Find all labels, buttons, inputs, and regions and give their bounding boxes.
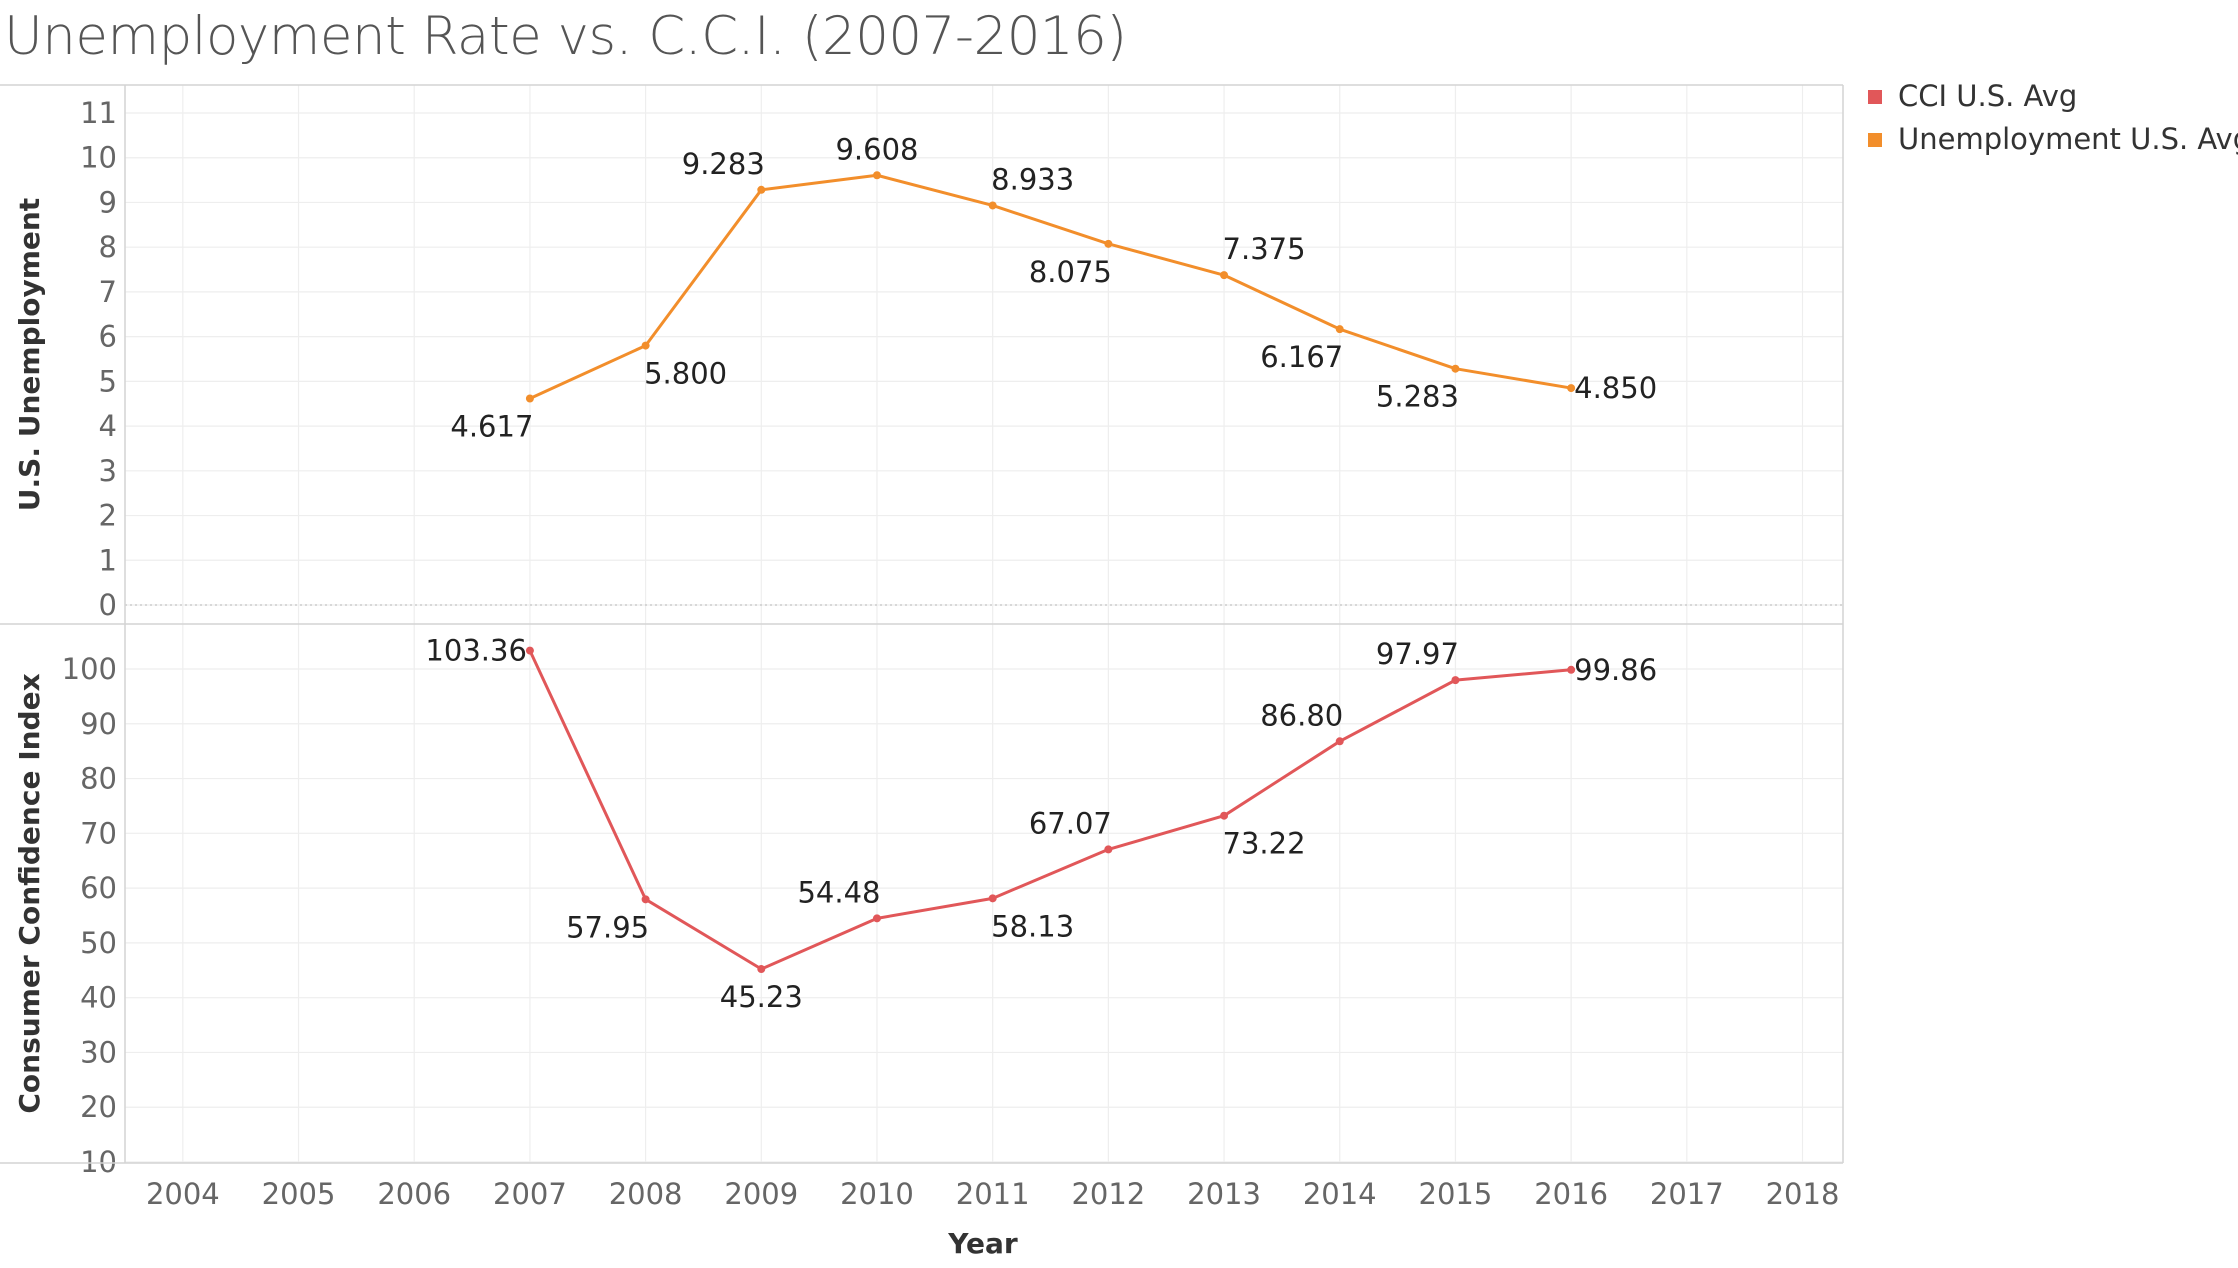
x-tick-label: 2016	[1534, 1177, 1608, 1211]
data-label: 4.617	[450, 409, 533, 443]
data-label: 9.608	[835, 132, 918, 166]
y-tick-label: 30	[80, 1035, 117, 1069]
x-tick-label: 2012	[1071, 1177, 1145, 1211]
data-point[interactable]	[757, 185, 766, 194]
data-label: 99.86	[1574, 653, 1657, 687]
y-axis-title: U.S. Unemployment	[13, 198, 46, 511]
data-point[interactable]	[1451, 364, 1460, 373]
data-label: 7.375	[1223, 232, 1306, 266]
legend-label[interactable]: Unemployment U.S. Avg	[1898, 122, 2238, 156]
legend-swatch	[1868, 133, 1882, 147]
y-tick-label: 6	[99, 320, 117, 354]
data-label: 4.850	[1574, 371, 1657, 405]
data-point[interactable]	[988, 201, 997, 210]
data-label: 86.80	[1260, 698, 1343, 732]
x-tick-label: 2018	[1766, 1177, 1840, 1211]
x-tick-label: 2008	[609, 1177, 683, 1211]
data-point[interactable]	[872, 914, 881, 923]
data-label: 57.95	[566, 910, 649, 944]
data-point[interactable]	[872, 171, 881, 180]
y-tick-label: 100	[62, 652, 117, 686]
series-line	[528, 649, 1572, 971]
x-tick-label: 2017	[1650, 1177, 1724, 1211]
data-label: 97.97	[1376, 637, 1459, 671]
y-tick-label: 60	[80, 871, 117, 905]
data-point[interactable]	[757, 965, 766, 974]
x-tick-label: 2004	[146, 1177, 220, 1211]
y-tick-label: 8	[99, 230, 117, 264]
data-label: 8.933	[991, 162, 1074, 196]
y-tick-label: 10	[80, 141, 117, 175]
x-tick-label: 2009	[724, 1177, 798, 1211]
y-tick-label: 70	[80, 816, 117, 850]
y-tick-label: 40	[80, 981, 117, 1015]
data-label: 73.22	[1223, 827, 1306, 861]
x-tick-label: 2014	[1303, 1177, 1377, 1211]
data-point[interactable]	[641, 895, 650, 904]
data-point[interactable]	[1567, 384, 1576, 393]
y-tick-label: 2	[99, 499, 117, 533]
x-tick-label: 2011	[956, 1177, 1030, 1211]
legend-swatch	[1868, 90, 1882, 104]
data-label: 67.07	[1029, 806, 1112, 840]
data-point[interactable]	[1335, 325, 1344, 334]
data-label: 8.075	[1029, 255, 1112, 289]
y-tick-label: 11	[80, 96, 117, 130]
data-point[interactable]	[1220, 811, 1229, 820]
data-point[interactable]	[641, 341, 650, 350]
data-point[interactable]	[1567, 665, 1576, 674]
y-tick-label: 10	[80, 1145, 117, 1179]
chart-title: Unemployment Rate vs. C.C.I. (2007-2016)	[4, 6, 1127, 67]
y-tick-label: 4	[99, 409, 117, 443]
x-tick-label: 2005	[262, 1177, 336, 1211]
y-tick-label: 3	[99, 454, 117, 488]
x-tick-label: 2015	[1419, 1177, 1493, 1211]
x-tick-label: 2010	[840, 1177, 914, 1211]
data-point[interactable]	[988, 894, 997, 903]
y-tick-label: 5	[99, 364, 117, 398]
series-line	[529, 173, 1572, 400]
x-tick-label: 2006	[377, 1177, 451, 1211]
y-tick-label: 80	[80, 762, 117, 796]
data-point[interactable]	[1104, 239, 1113, 248]
y-tick-label: 50	[80, 926, 117, 960]
y-tick-label: 0	[99, 588, 117, 622]
data-label: 54.48	[797, 875, 880, 909]
data-label: 45.23	[720, 980, 803, 1014]
data-label: 9.283	[682, 147, 765, 181]
data-point[interactable]	[1104, 845, 1113, 854]
y-tick-label: 20	[80, 1090, 117, 1124]
data-label: 6.167	[1260, 340, 1343, 374]
data-point[interactable]	[1335, 737, 1344, 746]
data-point[interactable]	[1451, 676, 1460, 685]
data-label: 103.36	[425, 634, 526, 668]
y-axis-title: Consumer Confidence Index	[13, 673, 46, 1113]
y-tick-label: 7	[99, 275, 117, 309]
x-axis-title: Year	[947, 1227, 1018, 1260]
x-tick-label: 2007	[493, 1177, 567, 1211]
x-tick-label: 2013	[1187, 1177, 1261, 1211]
legend-label[interactable]: CCI U.S. Avg	[1898, 79, 2077, 113]
y-tick-label: 9	[99, 185, 117, 219]
y-tick-label: 90	[80, 707, 117, 741]
data-point[interactable]	[525, 394, 534, 403]
data-point[interactable]	[1220, 271, 1229, 280]
data-point[interactable]	[525, 646, 534, 655]
data-label: 5.283	[1376, 380, 1459, 414]
data-label: 5.800	[644, 357, 727, 391]
y-tick-label: 1	[99, 543, 117, 577]
data-label: 58.13	[991, 909, 1074, 943]
